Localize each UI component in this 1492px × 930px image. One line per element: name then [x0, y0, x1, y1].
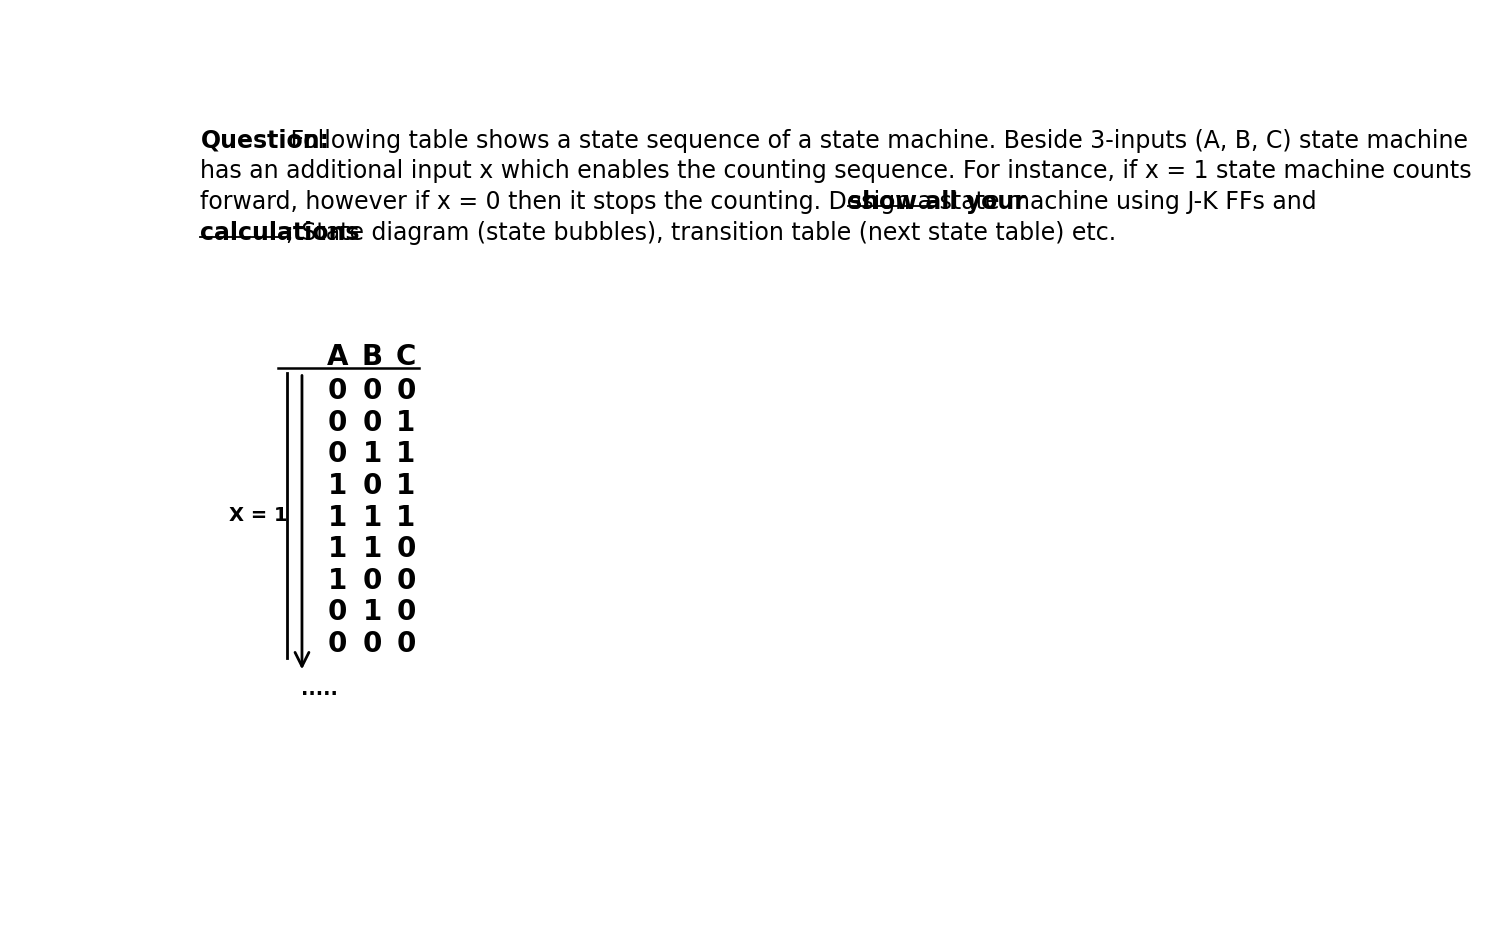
Text: .....: .....: [301, 680, 339, 698]
Text: 0: 0: [397, 566, 415, 594]
Text: 0: 0: [328, 441, 348, 469]
Text: 0: 0: [328, 598, 348, 626]
Text: 1: 1: [363, 503, 382, 532]
Text: 1: 1: [363, 441, 382, 469]
Text: A: A: [327, 342, 348, 370]
Text: 0: 0: [397, 598, 415, 626]
Text: 1: 1: [328, 566, 348, 594]
Text: Question:: Question:: [200, 128, 330, 153]
Text: 0: 0: [397, 630, 415, 658]
Text: Following table shows a state sequence of a state machine. Beside 3-inputs (A, B: Following table shows a state sequence o…: [283, 128, 1468, 153]
Text: has an additional input x which enables the counting sequence. For instance, if : has an additional input x which enables …: [200, 159, 1473, 183]
Text: ; State diagram (state bubbles), transition table (next state table) etc.: ; State diagram (state bubbles), transit…: [285, 221, 1116, 245]
Text: X = 1: X = 1: [230, 506, 288, 525]
Text: 1: 1: [397, 441, 415, 469]
Text: 0: 0: [397, 378, 415, 405]
Text: B: B: [363, 342, 383, 370]
Text: 1: 1: [328, 503, 348, 532]
Text: 0: 0: [363, 378, 382, 405]
Text: 0: 0: [397, 535, 415, 563]
Text: 0: 0: [363, 630, 382, 658]
Text: forward, however if x = 0 then it stops the counting. Design a state machine usi: forward, however if x = 0 then it stops …: [200, 190, 1325, 214]
Text: 0: 0: [328, 630, 348, 658]
Text: 1: 1: [328, 535, 348, 563]
Text: 1: 1: [328, 472, 348, 500]
Text: 1: 1: [363, 598, 382, 626]
Text: 1: 1: [363, 535, 382, 563]
Text: 0: 0: [328, 378, 348, 405]
Text: 1: 1: [397, 409, 415, 437]
Text: show all your: show all your: [847, 190, 1025, 214]
Text: calculations: calculations: [200, 221, 360, 245]
Text: C: C: [395, 342, 416, 370]
Text: 0: 0: [363, 472, 382, 500]
Text: 0: 0: [363, 409, 382, 437]
Text: 1: 1: [397, 472, 415, 500]
Text: 0: 0: [328, 409, 348, 437]
Text: 1: 1: [397, 503, 415, 532]
Text: 0: 0: [363, 566, 382, 594]
